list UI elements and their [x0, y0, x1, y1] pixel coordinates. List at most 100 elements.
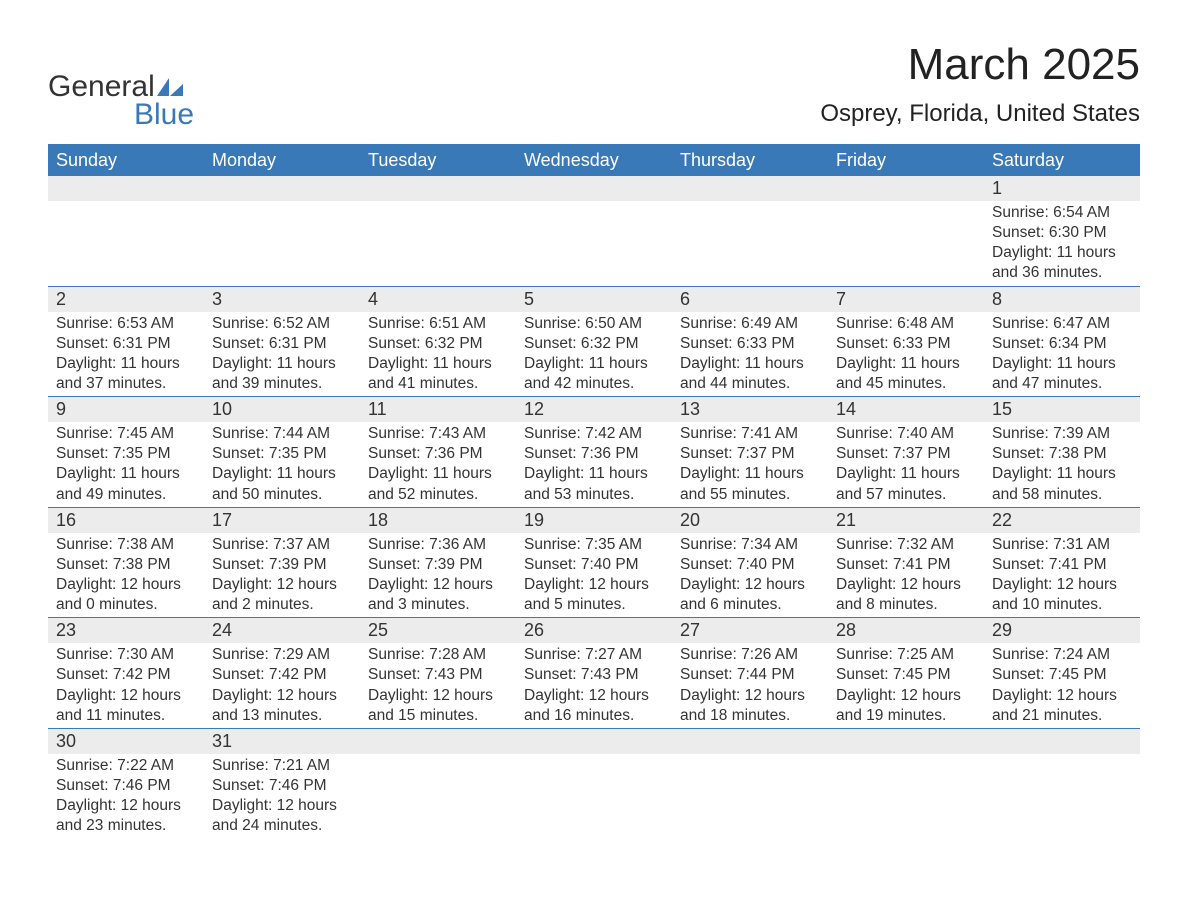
day-number: 8: [984, 287, 1140, 312]
calendar-week-row: 9Sunrise: 7:45 AMSunset: 7:35 PMDaylight…: [48, 397, 1140, 508]
day-content: Sunrise: 7:44 AMSunset: 7:35 PMDaylight:…: [204, 422, 360, 507]
sunrise-line: Sunrise: 7:39 AM: [992, 424, 1132, 444]
day-content: Sunrise: 7:34 AMSunset: 7:40 PMDaylight:…: [672, 533, 828, 618]
sunset-line: Sunset: 7:43 PM: [524, 665, 664, 685]
calendar-day-cell: 24Sunrise: 7:29 AMSunset: 7:42 PMDayligh…: [204, 618, 360, 729]
calendar-day-cell: [828, 728, 984, 838]
sunset-line: Sunset: 7:45 PM: [992, 665, 1132, 685]
day-content: Sunrise: 7:27 AMSunset: 7:43 PMDaylight:…: [516, 643, 672, 728]
calendar-day-cell: 21Sunrise: 7:32 AMSunset: 7:41 PMDayligh…: [828, 507, 984, 618]
day-content: Sunrise: 7:41 AMSunset: 7:37 PMDaylight:…: [672, 422, 828, 507]
day-number: 3: [204, 287, 360, 312]
daylight-line-2: and 2 minutes.: [212, 595, 352, 615]
day-content: Sunrise: 7:36 AMSunset: 7:39 PMDaylight:…: [360, 533, 516, 618]
calendar-day-cell: [360, 728, 516, 838]
day-number: 1: [984, 176, 1140, 201]
sunrise-line: Sunrise: 7:22 AM: [56, 756, 196, 776]
calendar-day-cell: [672, 728, 828, 838]
day-content: Sunrise: 6:54 AMSunset: 6:30 PMDaylight:…: [984, 201, 1140, 286]
calendar-day-cell: 26Sunrise: 7:27 AMSunset: 7:43 PMDayligh…: [516, 618, 672, 729]
daylight-line-1: Daylight: 11 hours: [368, 354, 508, 374]
title-block: March 2025 Osprey, Florida, United State…: [820, 40, 1140, 128]
daylight-line-1: Daylight: 11 hours: [992, 354, 1132, 374]
day-number: [48, 176, 204, 201]
weekday-header-row: Sunday Monday Tuesday Wednesday Thursday…: [48, 145, 1140, 176]
sunset-line: Sunset: 6:31 PM: [212, 334, 352, 354]
day-number: 27: [672, 618, 828, 643]
calendar-day-cell: 11Sunrise: 7:43 AMSunset: 7:36 PMDayligh…: [360, 397, 516, 508]
sunrise-line: Sunrise: 7:40 AM: [836, 424, 976, 444]
day-number: [360, 176, 516, 201]
daylight-line-2: and 5 minutes.: [524, 595, 664, 615]
sunrise-line: Sunrise: 7:36 AM: [368, 535, 508, 555]
daylight-line-1: Daylight: 12 hours: [836, 686, 976, 706]
daylight-line-1: Daylight: 11 hours: [56, 354, 196, 374]
daylight-line-2: and 15 minutes.: [368, 706, 508, 726]
daylight-line-1: Daylight: 12 hours: [680, 686, 820, 706]
sunset-line: Sunset: 7:37 PM: [680, 444, 820, 464]
calendar-day-cell: [516, 176, 672, 287]
calendar-day-cell: 17Sunrise: 7:37 AMSunset: 7:39 PMDayligh…: [204, 507, 360, 618]
calendar-day-cell: [672, 176, 828, 287]
sunset-line: Sunset: 7:46 PM: [56, 776, 196, 796]
weekday-header: Sunday: [48, 145, 204, 176]
daylight-line-2: and 3 minutes.: [368, 595, 508, 615]
sunrise-line: Sunrise: 7:29 AM: [212, 645, 352, 665]
day-content: Sunrise: 7:30 AMSunset: 7:42 PMDaylight:…: [48, 643, 204, 728]
daylight-line-1: Daylight: 12 hours: [992, 575, 1132, 595]
day-content: Sunrise: 6:53 AMSunset: 6:31 PMDaylight:…: [48, 312, 204, 397]
day-content: Sunrise: 7:38 AMSunset: 7:38 PMDaylight:…: [48, 533, 204, 618]
logo-sail-icon: [157, 78, 183, 96]
day-number: [516, 729, 672, 754]
day-content: [516, 754, 672, 814]
day-number: 31: [204, 729, 360, 754]
day-content: Sunrise: 7:22 AMSunset: 7:46 PMDaylight:…: [48, 754, 204, 839]
daylight-line-1: Daylight: 11 hours: [56, 464, 196, 484]
day-number: 21: [828, 508, 984, 533]
day-content: Sunrise: 6:51 AMSunset: 6:32 PMDaylight:…: [360, 312, 516, 397]
day-number: [204, 176, 360, 201]
calendar-day-cell: 7Sunrise: 6:48 AMSunset: 6:33 PMDaylight…: [828, 286, 984, 397]
day-content: [672, 754, 828, 814]
day-content: Sunrise: 6:47 AMSunset: 6:34 PMDaylight:…: [984, 312, 1140, 397]
sunrise-line: Sunrise: 7:37 AM: [212, 535, 352, 555]
day-content: Sunrise: 7:28 AMSunset: 7:43 PMDaylight:…: [360, 643, 516, 728]
weekday-header: Saturday: [984, 145, 1140, 176]
sunrise-line: Sunrise: 7:31 AM: [992, 535, 1132, 555]
sunset-line: Sunset: 7:42 PM: [212, 665, 352, 685]
calendar-week-row: 1Sunrise: 6:54 AMSunset: 6:30 PMDaylight…: [48, 176, 1140, 287]
day-content: Sunrise: 7:40 AMSunset: 7:37 PMDaylight:…: [828, 422, 984, 507]
daylight-line-1: Daylight: 11 hours: [992, 464, 1132, 484]
day-number: [984, 729, 1140, 754]
sunset-line: Sunset: 7:40 PM: [524, 555, 664, 575]
sunset-line: Sunset: 7:35 PM: [56, 444, 196, 464]
sunset-line: Sunset: 6:31 PM: [56, 334, 196, 354]
day-number: 28: [828, 618, 984, 643]
sunrise-line: Sunrise: 7:27 AM: [524, 645, 664, 665]
day-content: [204, 201, 360, 261]
calendar-day-cell: 6Sunrise: 6:49 AMSunset: 6:33 PMDaylight…: [672, 286, 828, 397]
calendar-day-cell: 28Sunrise: 7:25 AMSunset: 7:45 PMDayligh…: [828, 618, 984, 729]
day-content: [828, 754, 984, 814]
sunset-line: Sunset: 7:38 PM: [992, 444, 1132, 464]
daylight-line-1: Daylight: 11 hours: [368, 464, 508, 484]
daylight-line-2: and 52 minutes.: [368, 485, 508, 505]
sunrise-line: Sunrise: 7:34 AM: [680, 535, 820, 555]
weekday-header: Thursday: [672, 145, 828, 176]
calendar-day-cell: 25Sunrise: 7:28 AMSunset: 7:43 PMDayligh…: [360, 618, 516, 729]
daylight-line-1: Daylight: 11 hours: [524, 354, 664, 374]
calendar-day-cell: 22Sunrise: 7:31 AMSunset: 7:41 PMDayligh…: [984, 507, 1140, 618]
day-number: 17: [204, 508, 360, 533]
day-content: Sunrise: 7:32 AMSunset: 7:41 PMDaylight:…: [828, 533, 984, 618]
sunset-line: Sunset: 7:39 PM: [368, 555, 508, 575]
day-content: [360, 201, 516, 261]
sunrise-line: Sunrise: 7:43 AM: [368, 424, 508, 444]
calendar-day-cell: 13Sunrise: 7:41 AMSunset: 7:37 PMDayligh…: [672, 397, 828, 508]
calendar-day-cell: 10Sunrise: 7:44 AMSunset: 7:35 PMDayligh…: [204, 397, 360, 508]
calendar-day-cell: 20Sunrise: 7:34 AMSunset: 7:40 PMDayligh…: [672, 507, 828, 618]
day-content: Sunrise: 7:39 AMSunset: 7:38 PMDaylight:…: [984, 422, 1140, 507]
sunrise-line: Sunrise: 7:26 AM: [680, 645, 820, 665]
day-number: 5: [516, 287, 672, 312]
daylight-line-1: Daylight: 12 hours: [56, 796, 196, 816]
sunrise-line: Sunrise: 6:53 AM: [56, 314, 196, 334]
